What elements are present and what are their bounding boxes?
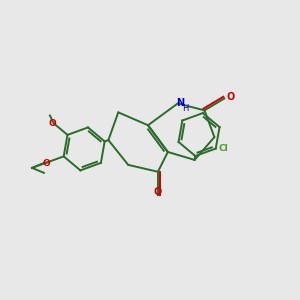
Text: O: O [42,159,50,168]
Text: O: O [154,187,162,196]
Text: H: H [182,104,189,113]
Text: Cl: Cl [219,144,229,153]
Text: N: N [176,98,184,108]
Text: O: O [49,119,57,128]
Text: O: O [226,92,234,101]
